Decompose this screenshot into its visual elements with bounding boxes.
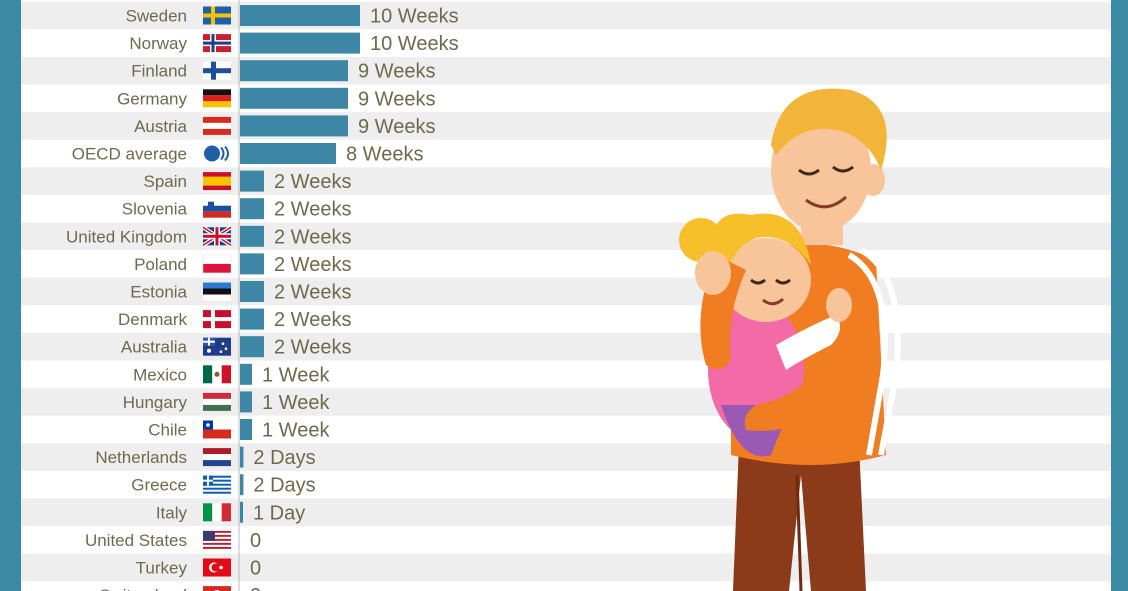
flag-estonia-icon xyxy=(203,282,231,301)
row-stripe xyxy=(21,222,1111,251)
flag-spain-icon xyxy=(203,172,231,191)
category-label: Hungary xyxy=(123,393,188,412)
data-label: 2 Days xyxy=(253,475,315,497)
flag-germany-icon xyxy=(203,89,231,108)
flag-sweden-icon xyxy=(203,6,231,25)
data-label: 9 Weeks xyxy=(358,116,435,138)
bar xyxy=(240,308,264,330)
flag-poland-icon xyxy=(202,254,232,274)
row-stripe xyxy=(21,277,1111,306)
row-stripe xyxy=(21,553,1111,582)
bar xyxy=(240,143,336,164)
data-label: 8 Weeks xyxy=(346,144,423,166)
category-label: Estonia xyxy=(130,283,187,302)
flag-italy-icon xyxy=(203,503,231,522)
flag-australia-icon xyxy=(203,337,231,356)
data-label: 2 Weeks xyxy=(274,282,351,304)
data-label: 9 Weeks xyxy=(358,61,435,83)
row-stripe xyxy=(21,1,1111,30)
flag-austria-icon xyxy=(203,116,231,135)
category-label: Sweden xyxy=(126,7,187,26)
data-label: 1 Week xyxy=(262,420,330,442)
category-label: Norway xyxy=(129,34,187,53)
category-label: Denmark xyxy=(118,310,187,329)
data-label: 2 Weeks xyxy=(274,199,351,221)
data-label: 2 Weeks xyxy=(274,171,351,193)
bar xyxy=(240,446,244,468)
flag-chile-icon xyxy=(203,420,231,439)
data-label: 10 Weeks xyxy=(370,6,459,28)
category-label: Mexico xyxy=(133,365,187,384)
category-label: Poland xyxy=(134,255,187,274)
category-label: OECD average xyxy=(72,145,187,164)
row-stripe xyxy=(21,443,1111,471)
data-label: 9 Weeks xyxy=(358,88,435,110)
bar xyxy=(240,501,243,523)
data-label: 0 xyxy=(250,530,261,552)
bar xyxy=(240,170,264,192)
father-hugging-daughter-illustration xyxy=(679,88,901,591)
flag-denmark-icon xyxy=(203,310,231,329)
bar xyxy=(240,5,360,26)
data-label: 2 Days xyxy=(253,447,315,469)
bar xyxy=(240,474,244,496)
category-label: Spain xyxy=(144,172,187,191)
category-label: Slovenia xyxy=(122,200,188,219)
category-label: United Kingdom xyxy=(66,227,187,246)
data-label: 1 Week xyxy=(262,364,330,386)
category-label: Chile xyxy=(148,421,187,440)
data-label: 2 Weeks xyxy=(274,226,351,248)
row-stripe xyxy=(21,112,1111,140)
data-label: 2 Weeks xyxy=(274,337,351,359)
category-label: United States xyxy=(85,531,187,550)
data-label: 1 Week xyxy=(262,392,330,414)
flag-netherlands-icon xyxy=(203,448,231,467)
row-stripe xyxy=(21,498,1111,527)
row-stripe xyxy=(21,388,1111,416)
row-stripe xyxy=(21,167,1111,195)
flag-mexico-icon xyxy=(203,365,231,384)
bar-chart: Sweden 10 Weeks Norway 10 Weeks Finland 9 Wee… xyxy=(21,0,1111,591)
bar xyxy=(240,87,348,109)
bar xyxy=(240,391,252,413)
flag-uk-icon xyxy=(201,225,233,247)
bar xyxy=(240,115,348,137)
category-label: Austria xyxy=(134,117,187,136)
flag-switzerland-icon xyxy=(203,586,231,591)
data-label: 10 Weeks xyxy=(370,33,459,55)
row-stripe xyxy=(21,56,1111,85)
data-label: 1 Day xyxy=(253,502,305,524)
bar xyxy=(240,281,264,302)
bar xyxy=(240,198,264,220)
flag-usa-icon xyxy=(203,530,231,549)
bar xyxy=(240,253,264,275)
data-label: 0 xyxy=(250,558,261,580)
bar xyxy=(240,419,252,440)
bar xyxy=(240,60,348,82)
data-label: 2 Weeks xyxy=(274,309,351,331)
bar xyxy=(240,336,264,358)
bar xyxy=(240,225,264,247)
chart-frame: Sweden 10 Weeks Norway 10 Weeks Finland 9 Wee… xyxy=(21,0,1111,591)
flag-norway-icon xyxy=(203,34,231,53)
category-label: Turkey xyxy=(136,559,188,578)
flag-oecd-icon xyxy=(204,145,229,162)
flag-turkey-icon xyxy=(203,558,231,577)
flag-slovenia-icon xyxy=(203,199,231,218)
flag-finland-icon xyxy=(203,61,231,80)
flag-hungary-icon xyxy=(203,392,231,411)
category-label: Germany xyxy=(117,89,187,108)
data-label: 2 Weeks xyxy=(274,254,351,276)
data-label: 0 xyxy=(250,585,261,591)
flag-greece-icon xyxy=(203,475,231,494)
bar xyxy=(240,363,252,385)
row-stripe xyxy=(21,332,1111,361)
category-label: Italy xyxy=(156,503,188,522)
bar xyxy=(240,32,360,54)
category-label: Finland xyxy=(131,62,187,81)
category-label: Greece xyxy=(131,476,187,495)
category-label: Netherlands xyxy=(95,448,187,467)
category-label: Australia xyxy=(121,338,188,357)
category-label: Switzerland xyxy=(99,586,187,591)
